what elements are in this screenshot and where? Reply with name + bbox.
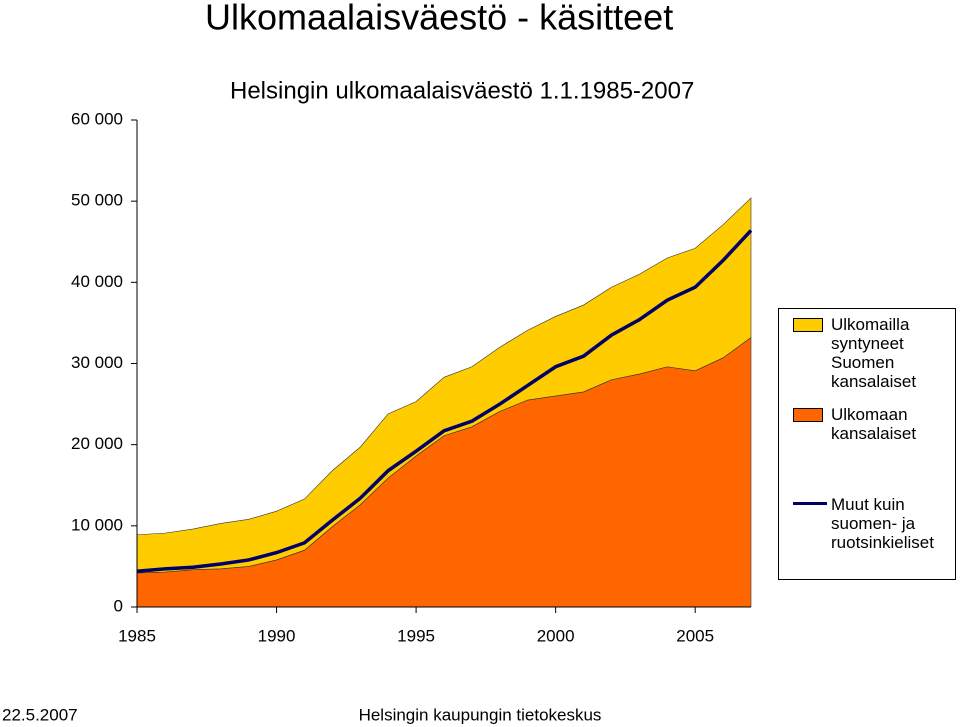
x-tick-label: 1985 bbox=[118, 626, 156, 645]
y-tick-label: 50 000 bbox=[71, 191, 123, 210]
y-tick-label: 40 000 bbox=[71, 272, 123, 291]
y-tick-label: 0 bbox=[114, 596, 123, 615]
legend-item: Ulkomailla syntyneet Suomen kansalaiset bbox=[793, 315, 955, 391]
y-tick-label: 20 000 bbox=[71, 434, 123, 453]
chart-title: Helsingin ulkomaalaisväestö 1.1.1985-200… bbox=[230, 77, 694, 104]
legend-item: Ulkomaan kansalaiset bbox=[793, 405, 955, 443]
line bbox=[136, 229, 753, 574]
legend-label: Ulkomailla syntyneet Suomen kansalaiset bbox=[831, 315, 917, 391]
x-tick-label: 1990 bbox=[258, 626, 296, 645]
legend-label: Muut kuin suomen- ja ruotsinkieliset bbox=[831, 495, 934, 552]
x-tick-label: 2000 bbox=[537, 626, 575, 645]
legend-key bbox=[793, 408, 823, 422]
legend-item: Muut kuin suomen- ja ruotsinkieliset bbox=[793, 495, 955, 552]
y-tick-label: 30 000 bbox=[71, 353, 123, 372]
area bbox=[136, 197, 752, 574]
plot bbox=[136, 197, 753, 608]
legend-key bbox=[793, 502, 827, 505]
y-tick-label: 60 000 bbox=[71, 109, 123, 128]
slide-title: Ulkomaalaisväestö - käsitteet bbox=[205, 0, 673, 38]
x-tick-label: 2005 bbox=[676, 626, 714, 645]
footer-date: 22.5.2007 bbox=[2, 705, 78, 724]
footer-org: Helsingin kaupungin tietokeskus bbox=[359, 705, 602, 724]
legend-label: Ulkomaan kansalaiset bbox=[831, 405, 917, 443]
legend-key bbox=[793, 318, 823, 332]
x-tick-label: 1995 bbox=[397, 626, 435, 645]
legend: Ulkomailla syntyneet Suomen kansalaiset U… bbox=[778, 308, 956, 580]
y-tick-label: 10 000 bbox=[71, 515, 123, 534]
